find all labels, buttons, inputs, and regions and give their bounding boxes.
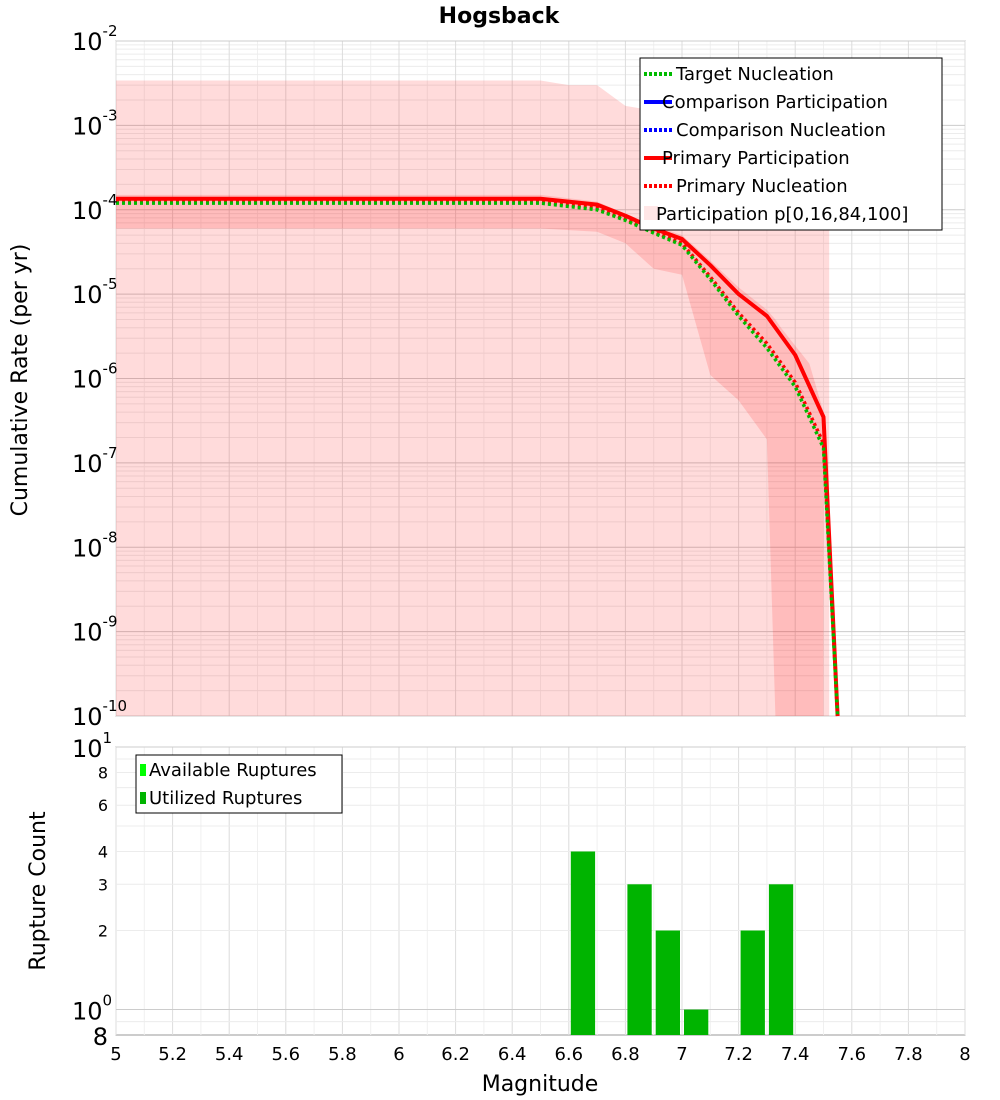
y-tick-label: 100	[72, 992, 112, 1026]
y-tick-label: 10-3	[72, 106, 118, 140]
y-tick-label: 10-6	[72, 360, 118, 394]
x-tick-label: 5.4	[215, 1044, 244, 1065]
legend-swatch	[140, 792, 146, 804]
participation-band	[116, 80, 830, 716]
rate-legend: Target Nucleation Comparison Participatio…	[639, 57, 943, 231]
x-tick-label: 5.8	[328, 1044, 357, 1065]
x-tick-label: 6.4	[498, 1044, 527, 1065]
legend-label: Available Ruptures	[149, 760, 317, 781]
legend-label: Utilized Ruptures	[149, 788, 302, 809]
y-tick-label: 2	[98, 922, 108, 941]
y-tick-label: 10-2	[72, 22, 118, 56]
y-tick-label: 8	[98, 763, 108, 782]
band-outer	[116, 80, 830, 716]
y-tick-label: 101	[72, 729, 112, 763]
bar	[570, 851, 596, 1035]
chart-title: Hogsback	[439, 4, 561, 29]
y-tick-label: 6	[98, 796, 108, 815]
count-bars	[570, 851, 794, 1035]
legend-swatch	[644, 206, 658, 220]
y-tick-label: 3	[98, 875, 108, 894]
bar	[768, 884, 794, 1035]
bar	[655, 930, 680, 1035]
y-tick-label: 10-4	[72, 191, 118, 225]
series-line-primary-participation	[116, 196, 840, 717]
x-tick-label: 8	[959, 1044, 970, 1065]
y-tick-label: 10-9	[72, 613, 118, 647]
bar	[740, 930, 765, 1035]
legend-label: Comparison Participation	[662, 92, 888, 113]
y-tick-label: 8	[93, 1023, 108, 1051]
legend-label: Comparison Nucleation	[676, 120, 886, 141]
x-tick-label: 7.6	[837, 1044, 866, 1065]
legend-label: Primary Participation	[662, 148, 850, 169]
legend-label: Target Nucleation	[675, 64, 834, 85]
x-tick-label: 7	[676, 1044, 687, 1065]
count-legend: Available Ruptures Utilized Ruptures	[135, 754, 343, 814]
magnitude-tick-labels: 5 5.2 5.4 5.6 5.8 6 6.2 6.4 6.6 6.8 7 7.2 7.4 7.6 7.8 8	[110, 1044, 970, 1065]
x-tick-label: 6.6	[554, 1044, 583, 1065]
x-tick-label: 7.4	[781, 1044, 810, 1065]
y-tick-label: 10-10	[72, 697, 127, 731]
legend-label: Participation p[0,16,84,100]	[656, 204, 908, 225]
legend-box	[135, 754, 343, 814]
series-line-target-nucleation	[116, 201, 840, 717]
bar	[684, 1009, 709, 1035]
rate-y-axis-label: Cumulative Rate (per yr)	[8, 244, 33, 517]
rate-plot: 10-2 10-3 10-4 10-5 10-6 10-7 10-8 10-9 10-10 Ho…	[8, 4, 966, 731]
x-tick-label: 7.2	[724, 1044, 753, 1065]
x-tick-label: 6	[393, 1044, 404, 1065]
x-tick-label: 5.2	[158, 1044, 187, 1065]
bar	[627, 884, 652, 1035]
count-grid	[115, 746, 966, 1035]
x-tick-label: 7.8	[894, 1044, 923, 1065]
legend-label: Primary Nucleation	[676, 176, 848, 197]
x-tick-label: 6.8	[611, 1044, 640, 1065]
count-y-axis-label: Rupture Count	[26, 811, 51, 971]
y-tick-label: 10-8	[72, 528, 118, 562]
y-tick-label: 10-7	[72, 444, 118, 478]
legend-swatch	[140, 764, 146, 776]
y-tick-label: 10-5	[72, 275, 118, 309]
rate-lines	[116, 196, 840, 717]
rate-y-tick-labels: 10-2 10-3 10-4 10-5 10-6 10-7 10-8 10-9 10-10	[72, 22, 127, 731]
rate-major-grid	[115, 40, 966, 717]
magnitude-axis-label: Magnitude	[482, 1072, 599, 1097]
legend-box	[639, 57, 943, 231]
x-tick-label: 5	[110, 1044, 121, 1065]
y-tick-label: 4	[98, 842, 108, 861]
x-tick-label: 6.2	[441, 1044, 470, 1065]
x-tick-label: 5.6	[271, 1044, 300, 1065]
